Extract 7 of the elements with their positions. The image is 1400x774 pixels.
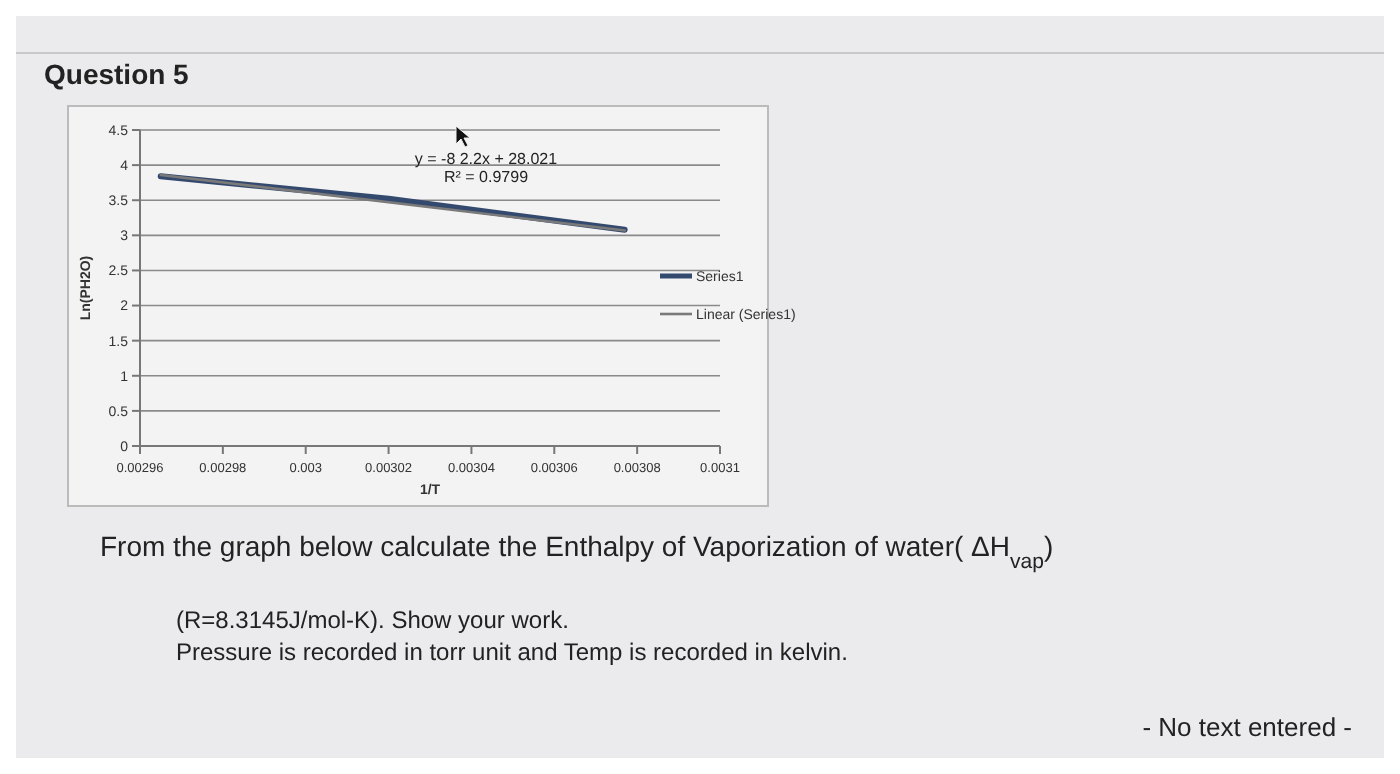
annotation: y = -8 2.2x + 28.021 [414, 150, 559, 168]
text: Pressure is recorded in torr unit and Temp is recorded in kelvin. [176, 638, 848, 666]
text: - No text entered - [1142, 712, 1352, 742]
text: (R=8.3145J/mol-K). Show your work. [176, 606, 569, 634]
chart-title: Question 5 [44, 58, 190, 90]
annotation: R² = 0.9799 [443, 168, 530, 186]
text: From the graph below calculate the Enthalpy of Vaporization of water( ΔH$_{vap}$) [100, 530, 1054, 574]
